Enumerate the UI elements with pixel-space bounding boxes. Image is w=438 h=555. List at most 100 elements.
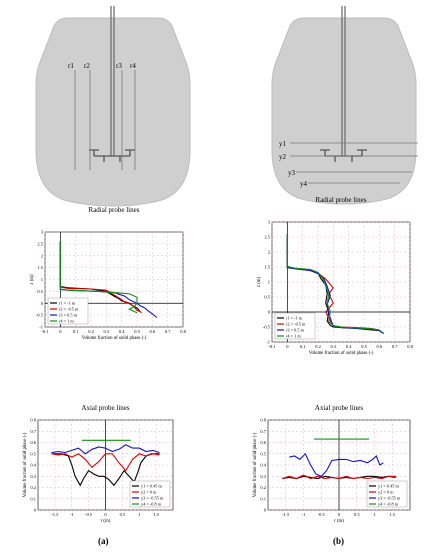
y-tick-label: 0.5: [37, 289, 43, 294]
y-tick-label: 0.3: [260, 474, 266, 479]
x-tick-label: 0.6: [150, 329, 156, 334]
x-tick-label: 0.5: [361, 344, 367, 349]
y-tick-label: 1.5: [37, 265, 43, 270]
y-tick-label: -0.5: [36, 313, 44, 318]
legend-entry: y2 = 0 m: [141, 490, 157, 495]
x-tick-label: 0.7: [165, 329, 171, 334]
chart-title: Axial probe lines: [81, 404, 129, 412]
vessel-b-probe-labels: y1 y2 y3 y4: [279, 140, 308, 188]
x-tick-label: 0.4: [346, 344, 352, 349]
chart-b-radial: Radial probe lines -0.1 0 0.1 0.2 0.3 0.4 0.5 0.…: [257, 196, 414, 356]
chart-a-radial: Radial probe lines -0.1 0 0.1 0.2 0.3 0.4 0.5 0.…: [30, 206, 187, 341]
legend-box: [47, 297, 89, 325]
legend-entry: r2 = -0.5 m: [59, 307, 79, 312]
x-tick-label: -1.5: [51, 512, 59, 517]
x-tick-label: 0: [338, 512, 341, 517]
x-tick-label: 0.1: [73, 329, 79, 334]
probe-label-y4: y4: [300, 180, 308, 188]
chart-title: Radial probe lines: [89, 206, 140, 214]
probe-label-y3: y3: [288, 169, 296, 177]
legend-entry: y4 = -0.8 m: [378, 502, 399, 507]
x-tick-label: 0.5: [354, 512, 360, 517]
vessel-b-probe-lines: [290, 142, 418, 184]
y-tick-label: 0.1: [260, 496, 266, 501]
legend-box: [366, 480, 408, 508]
y-tick-label: 2.5: [37, 241, 43, 246]
y-tick-label: 0: [268, 310, 271, 315]
y-tick-label: 2.5: [264, 235, 270, 240]
x-tick-label: 0.3: [331, 344, 337, 349]
panel-label-a: (a): [98, 536, 109, 546]
y-tick-label: 0.7: [30, 429, 36, 434]
x-tick-label: 0: [104, 512, 107, 517]
x-tick-label: -0.1: [268, 344, 275, 349]
y-tick-label: 0.4: [260, 463, 266, 468]
y-tick-label: 3: [41, 230, 44, 235]
y-tick-label: 0: [264, 508, 267, 513]
probe-label-r2: r2: [84, 62, 90, 70]
x-tick-label: -0.5: [85, 512, 93, 517]
y-axis-label: Volume fraction of solid phase (-): [23, 432, 28, 497]
legend-box: [129, 480, 171, 508]
x-tick-label: -1: [70, 512, 74, 517]
x-tick-label: 1: [373, 512, 375, 517]
vessel-a-impeller: [89, 149, 135, 162]
x-axis-label: Volume fraction of solid phase (-): [309, 351, 374, 356]
legend-entry: r2 = -0.5 m: [286, 322, 306, 327]
x-tick-label: 0: [59, 329, 62, 334]
x-tick-label: 0: [286, 344, 289, 349]
y-tick-label: 3: [268, 220, 271, 225]
series-line: [282, 474, 396, 480]
series-line: [51, 453, 160, 487]
x-tick-label: -0.5: [318, 512, 326, 517]
x-axis-label: r (m): [334, 519, 344, 524]
y-axis-label: Volume fraction of solid phase (-): [253, 432, 258, 497]
y-tick-label: 0.5: [264, 295, 270, 300]
x-tick-label: 1.5: [389, 512, 395, 517]
x-axis-label: r (m): [101, 519, 111, 524]
x-tick-label: 0.2: [88, 329, 94, 334]
legend-entry: r4 = 1 m: [286, 334, 301, 339]
legend-entry: y4 = -0.8 m: [141, 502, 162, 507]
x-tick-label: 1.5: [153, 512, 159, 517]
y-tick-label: 0.7: [260, 429, 266, 434]
y-axis-label: z (m): [257, 276, 262, 287]
probe-label-r4: r4: [130, 62, 136, 70]
legend-box: [274, 312, 316, 340]
legend-entry: r4 = 1 m: [59, 319, 74, 324]
y-tick-label: 0: [41, 301, 44, 306]
legend-entry: y1 = 0.45 m: [378, 484, 399, 489]
series-line: [289, 452, 384, 477]
y-tick-label: -0.5: [263, 325, 271, 330]
y-tick-label: 0.6: [30, 440, 36, 445]
y-tick-label: 0.4: [30, 463, 36, 468]
chart-b-axial: Axial probe lines -1.5 -1 -0.5 0 0.5 1 1.5 0 0.1 0…: [253, 404, 411, 524]
x-tick-label: -1: [302, 512, 306, 517]
legend-entry: y1 = 0.45 m: [141, 484, 162, 489]
x-tick-label: 0.7: [392, 344, 398, 349]
x-tick-label: 0.8: [180, 329, 186, 334]
y-tick-label: 0.3: [30, 474, 36, 479]
probe-label-y1: y1: [279, 140, 287, 148]
y-tick-label: 1.5: [264, 265, 270, 270]
vessel-b-body: [271, 17, 417, 205]
legend-entry: y3 = -0.55 m: [378, 496, 401, 501]
chart-title: Axial probe lines: [315, 404, 363, 412]
probe-label-y2: y2: [279, 153, 287, 161]
chart-title: Radial probe lines: [316, 196, 367, 204]
x-tick-label: 0.4: [119, 329, 125, 334]
vessel-a: r1 r2 r3 r4: [35, 6, 191, 207]
series-line: [51, 444, 160, 455]
y-tick-label: 0.5: [260, 451, 266, 456]
legend-entry: y2 = 0 m: [378, 490, 394, 495]
x-axis-label: Volume fraction of solid phase (-): [82, 336, 147, 341]
series-line: [286, 234, 383, 333]
legend-entry: r3 = 0.5 m: [286, 328, 305, 333]
legend-entry: r1 = -1 m: [286, 316, 303, 321]
chart-a-axial: Axial probe lines -1.5 -1 -0.5 0 0.5 1 1.5 0 0.1 0…: [23, 404, 174, 524]
series-line: [51, 453, 160, 472]
x-tick-label: 1: [138, 512, 140, 517]
y-tick-label: 2: [268, 250, 270, 255]
